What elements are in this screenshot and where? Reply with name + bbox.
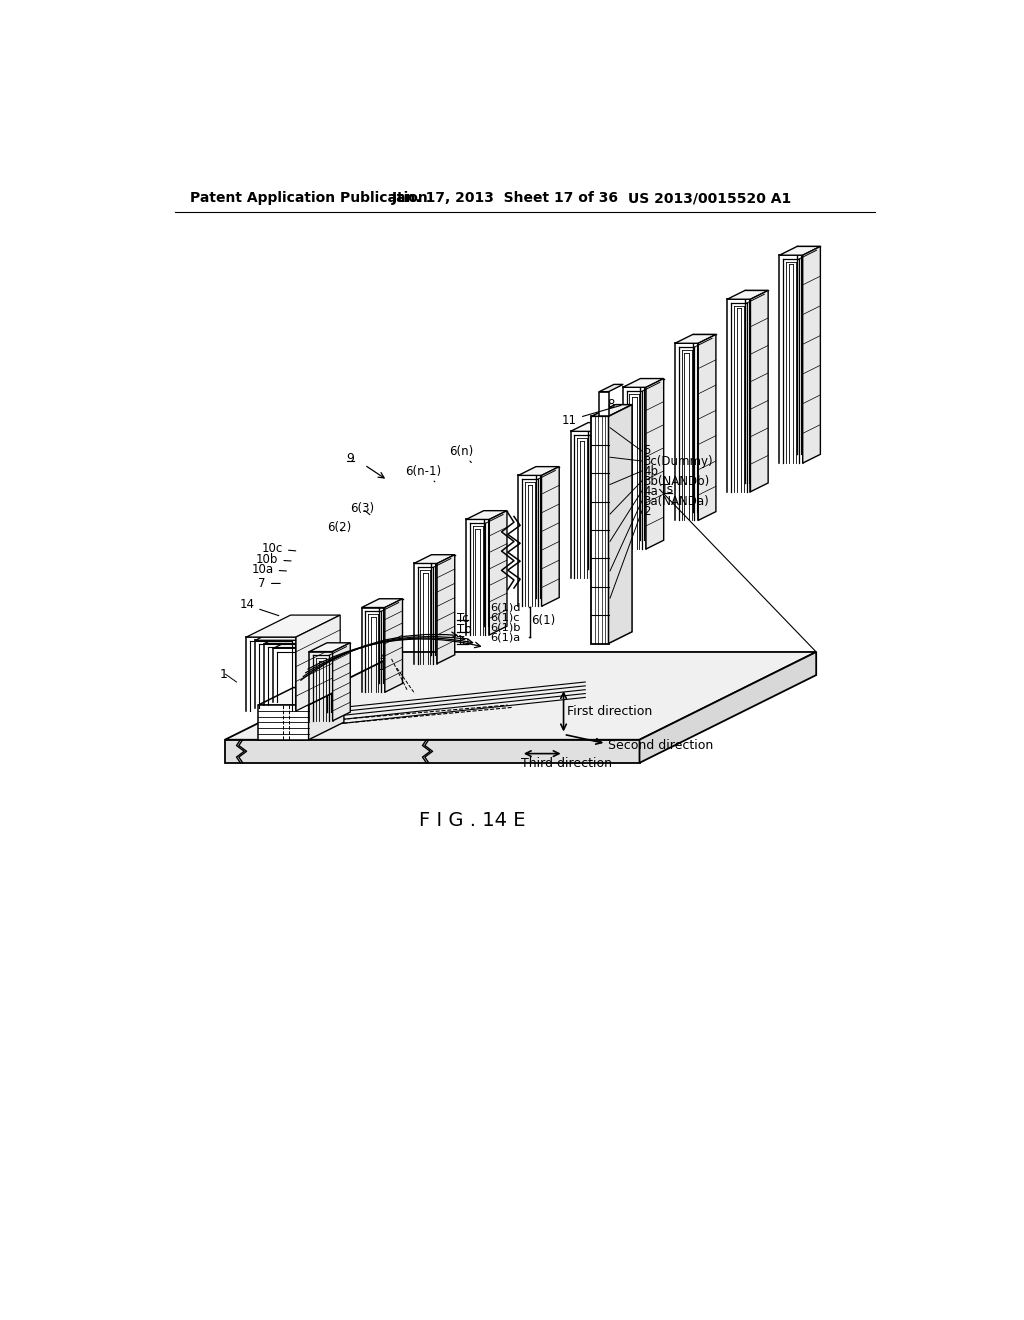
Text: 4b: 4b [643,465,658,478]
Text: 13a: 13a [378,660,399,673]
Text: 10c: 10c [262,543,296,556]
Polygon shape [594,422,611,578]
Text: 10b: 10b [256,553,291,566]
Polygon shape [309,643,350,652]
Polygon shape [333,643,350,721]
Text: Tb: Tb [458,623,472,636]
Text: 2: 2 [643,504,651,517]
Text: 3a(NANDa): 3a(NANDa) [643,495,710,508]
Text: 9: 9 [346,453,354,465]
Text: 3c(Dummy): 3c(Dummy) [643,454,713,467]
Polygon shape [751,290,768,492]
Polygon shape [646,379,664,549]
Polygon shape [302,634,323,705]
Text: Ta: Ta [458,635,470,648]
Polygon shape [304,644,313,702]
Polygon shape [727,290,768,300]
Text: First direction: First direction [567,705,652,718]
Text: 8: 8 [607,399,614,412]
Polygon shape [599,384,624,392]
Polygon shape [608,405,632,644]
Text: 10a: 10a [252,564,287,576]
Text: Patent Application Publication: Patent Application Publication [190,191,428,206]
Polygon shape [258,705,308,739]
Polygon shape [623,379,664,387]
Polygon shape [296,615,340,711]
Polygon shape [225,652,816,739]
Text: 6(1): 6(1) [531,614,555,627]
Polygon shape [273,644,313,648]
Polygon shape [414,554,455,564]
Polygon shape [489,511,507,635]
Polygon shape [308,688,344,739]
Polygon shape [255,624,331,640]
Text: 5: 5 [643,445,650,458]
Text: 6(2): 6(2) [328,520,351,533]
Text: 1: 1 [219,668,227,681]
Polygon shape [779,247,820,255]
Polygon shape [258,688,344,705]
Polygon shape [592,405,632,416]
Text: 7: 7 [258,577,281,590]
Text: 3b(NANDb): 3b(NANDb) [643,474,710,487]
Text: 6(1)a: 6(1)a [490,632,521,643]
Text: 4a: 4a [380,651,394,664]
Text: US 2013/0015520 A1: US 2013/0015520 A1 [628,191,792,206]
Polygon shape [518,467,559,475]
Polygon shape [570,422,611,432]
Text: 6(1)d: 6(1)d [490,602,521,612]
Text: Jan. 17, 2013  Sheet 17 of 36: Jan. 17, 2013 Sheet 17 of 36 [391,191,618,206]
Polygon shape [466,511,507,520]
Text: F I G . 14 E: F I G . 14 E [419,810,525,830]
Text: 4a: 4a [643,484,658,498]
Polygon shape [675,334,716,343]
Polygon shape [385,599,402,692]
Text: Tc: Tc [458,611,469,624]
Polygon shape [640,652,816,763]
Text: 6(1)c: 6(1)c [490,612,520,622]
Polygon shape [592,416,608,644]
Polygon shape [299,624,331,708]
Text: 6(3): 6(3) [350,502,375,515]
Text: 6(n): 6(n) [450,445,474,462]
Text: Second direction: Second direction [608,739,714,752]
Text: 11: 11 [562,405,621,426]
Text: 6(1)b: 6(1)b [490,622,521,632]
Text: 6(n-1): 6(n-1) [406,465,441,482]
Text: Ts: Ts [662,483,674,496]
Text: 14: 14 [240,598,279,615]
Polygon shape [803,247,820,463]
Polygon shape [247,615,340,638]
Polygon shape [437,554,455,664]
Polygon shape [361,599,402,607]
Polygon shape [599,392,608,416]
Text: Third direction: Third direction [521,758,612,770]
Polygon shape [264,634,323,644]
Polygon shape [225,739,640,763]
Polygon shape [542,467,559,606]
Polygon shape [698,334,716,520]
